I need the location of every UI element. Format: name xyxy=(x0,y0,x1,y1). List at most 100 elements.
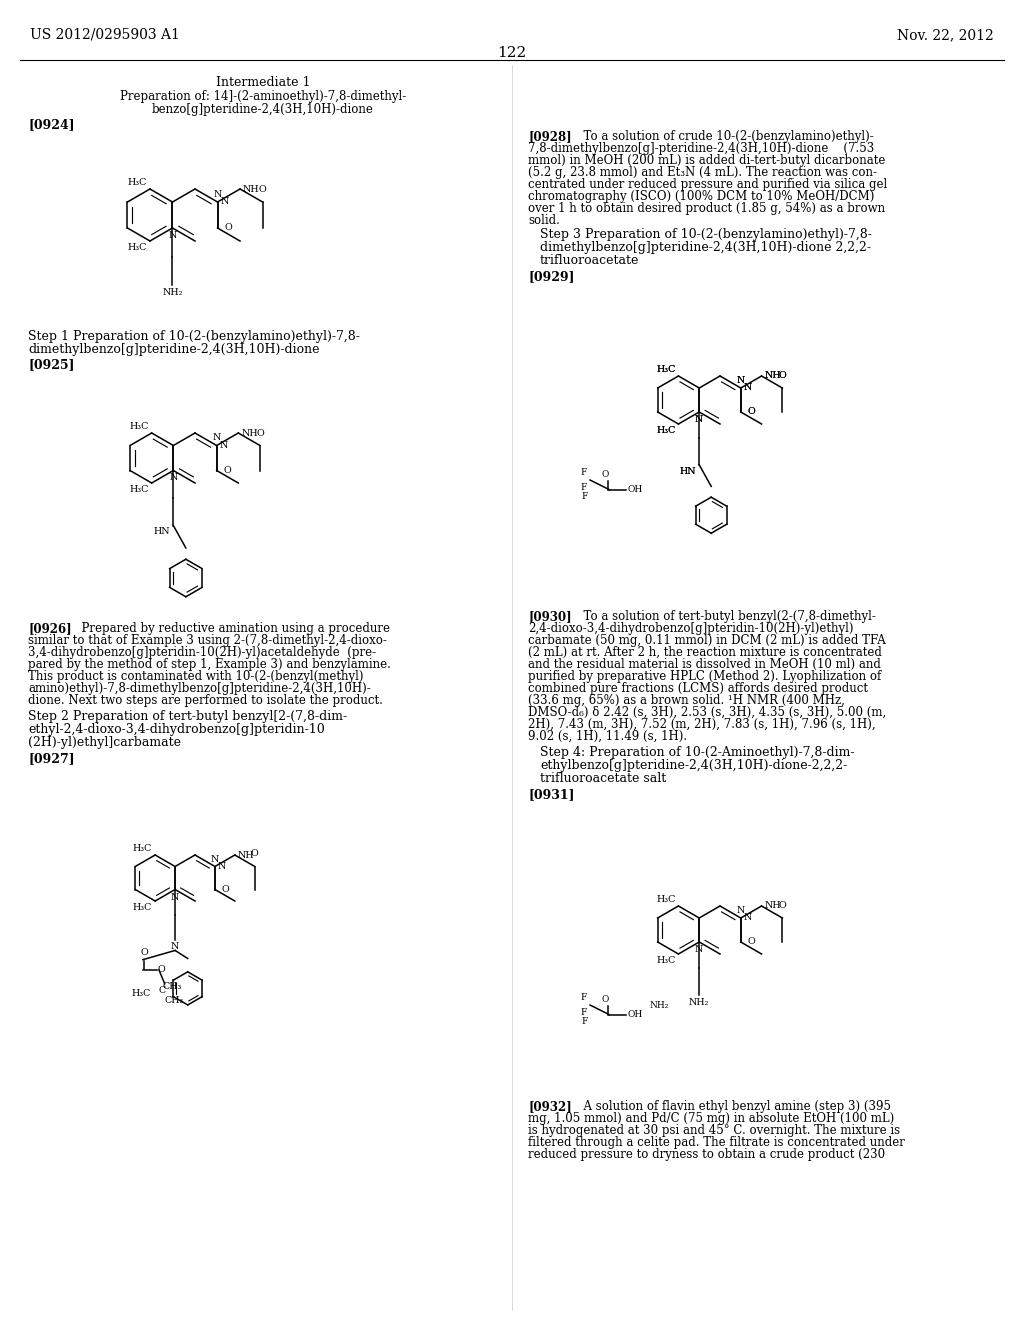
Text: NH: NH xyxy=(238,850,254,859)
Text: N: N xyxy=(220,198,229,206)
Text: [0925]: [0925] xyxy=(28,358,75,371)
Text: N: N xyxy=(743,913,753,923)
Text: DMSO-d₆) δ 2.42 (s, 3H), 2.53 (s, 3H), 4.35 (s, 3H), 5.00 (m,: DMSO-d₆) δ 2.42 (s, 3H), 2.53 (s, 3H), 4… xyxy=(528,706,886,719)
Text: O: O xyxy=(223,466,231,475)
Text: (5.2 g, 23.8 mmol) and Et₃N (4 mL). The reaction was con-: (5.2 g, 23.8 mmol) and Et₃N (4 mL). The … xyxy=(528,166,877,180)
Text: N: N xyxy=(171,942,179,952)
Text: NH: NH xyxy=(765,902,781,911)
Text: N: N xyxy=(695,945,703,954)
Text: N: N xyxy=(218,862,226,871)
Text: O: O xyxy=(158,965,166,974)
Text: N: N xyxy=(736,376,745,385)
Text: H₃C: H₃C xyxy=(128,178,147,187)
Text: Preparation of: 14]-(2-aminoethyl)-7,8-dimethyl-: Preparation of: 14]-(2-aminoethyl)-7,8-d… xyxy=(120,90,407,103)
Text: O: O xyxy=(602,470,609,479)
Text: 122: 122 xyxy=(498,46,526,59)
Text: O: O xyxy=(778,902,786,909)
Text: 2H), 7.43 (m, 3H), 7.52 (m, 2H), 7.83 (s, 1H), 7.96 (s, 1H),: 2H), 7.43 (m, 3H), 7.52 (m, 2H), 7.83 (s… xyxy=(528,718,876,731)
Text: purified by preparative HPLC (Method 2). Lyophilization of: purified by preparative HPLC (Method 2).… xyxy=(528,671,882,682)
Text: F: F xyxy=(581,483,587,492)
Text: NH: NH xyxy=(765,371,781,380)
Text: centrated under reduced pressure and purified via silica gel: centrated under reduced pressure and pur… xyxy=(528,178,887,191)
Text: H₃C: H₃C xyxy=(656,366,676,374)
Text: OH: OH xyxy=(628,1010,643,1019)
Text: trifluoroacetate salt: trifluoroacetate salt xyxy=(540,772,667,785)
Text: (2 mL) at rt. After 2 h, the reaction mixture is concentrated: (2 mL) at rt. After 2 h, the reaction mi… xyxy=(528,645,882,659)
Text: H₃C: H₃C xyxy=(129,484,148,494)
Text: F: F xyxy=(581,1008,587,1016)
Text: [0928]: [0928] xyxy=(528,129,571,143)
Text: filtered through a celite pad. The filtrate is concentrated under: filtered through a celite pad. The filtr… xyxy=(528,1137,905,1148)
Text: Prepared by reductive amination using a procedure: Prepared by reductive amination using a … xyxy=(74,622,390,635)
Text: N: N xyxy=(695,414,703,424)
Text: N: N xyxy=(168,231,177,240)
Text: amino)ethyl)-7,8-dimethylbenzo[g]pteridine-2,4(3H,10H)-: amino)ethyl)-7,8-dimethylbenzo[g]pteridi… xyxy=(28,682,371,696)
Text: (33.6 mg, 65%) as a brown solid. ¹H NMR (400 MHz,: (33.6 mg, 65%) as a brown solid. ¹H NMR … xyxy=(528,694,845,708)
Text: benzo[g]pteridine-2,4(3H,10H)-dione: benzo[g]pteridine-2,4(3H,10H)-dione xyxy=(152,103,374,116)
Text: 3,4-dihydrobenzo[g]pteridin-10(2H)-yl)acetaldehyde  (pre-: 3,4-dihydrobenzo[g]pteridin-10(2H)-yl)ac… xyxy=(28,645,376,659)
Text: H₃C: H₃C xyxy=(656,366,676,374)
Text: H₃C: H₃C xyxy=(656,895,676,904)
Text: Step 4: Preparation of 10-(2-Aminoethyl)-7,8-dim-: Step 4: Preparation of 10-(2-Aminoethyl)… xyxy=(540,746,854,759)
Text: F: F xyxy=(582,492,588,502)
Text: [0930]: [0930] xyxy=(528,610,571,623)
Text: H₃C: H₃C xyxy=(129,422,148,432)
Text: H₃C: H₃C xyxy=(656,956,676,965)
Text: O: O xyxy=(251,850,259,858)
Text: reduced pressure to dryness to obtain a crude product (230: reduced pressure to dryness to obtain a … xyxy=(528,1148,885,1162)
Text: N: N xyxy=(211,854,219,863)
Text: N: N xyxy=(213,190,222,199)
Text: pared by the method of step 1, Example 3) and benzylamine.: pared by the method of step 1, Example 3… xyxy=(28,657,391,671)
Text: NH: NH xyxy=(242,429,258,437)
Text: similar to that of Example 3 using 2-(7,8-dimethyl-2,4-dioxo-: similar to that of Example 3 using 2-(7,… xyxy=(28,634,387,647)
Text: To a solution of tert-butyl benzyl(2-(7,8-dimethyl-: To a solution of tert-butyl benzyl(2-(7,… xyxy=(575,610,876,623)
Text: [0931]: [0931] xyxy=(528,788,574,801)
Text: O: O xyxy=(224,223,232,232)
Text: H₃C: H₃C xyxy=(131,989,151,998)
Text: N: N xyxy=(220,441,228,450)
Text: NH: NH xyxy=(243,185,260,194)
Text: H₃C: H₃C xyxy=(133,903,153,912)
Text: Step 2 Preparation of tert-butyl benzyl[2-(7,8-dim-: Step 2 Preparation of tert-butyl benzyl[… xyxy=(28,710,347,723)
Text: Step 1 Preparation of 10-(2-(benzylamino)ethyl)-7,8-: Step 1 Preparation of 10-(2-(benzylamino… xyxy=(28,330,359,343)
Text: dimethylbenzo[g]pteridine-2,4(3H,10H)-dione: dimethylbenzo[g]pteridine-2,4(3H,10H)-di… xyxy=(28,343,319,356)
Text: H₃C: H₃C xyxy=(133,843,153,853)
Text: O: O xyxy=(778,371,786,380)
Text: N: N xyxy=(171,892,179,902)
Text: O: O xyxy=(748,937,756,946)
Text: O: O xyxy=(748,408,756,417)
Text: and the residual material is dissolved in MeOH (10 ml) and: and the residual material is dissolved i… xyxy=(528,657,881,671)
Text: O: O xyxy=(140,948,147,957)
Text: O: O xyxy=(222,884,229,894)
Text: CH₃: CH₃ xyxy=(163,982,182,991)
Text: [0926]: [0926] xyxy=(28,622,72,635)
Text: HN: HN xyxy=(154,528,170,536)
Text: To a solution of crude 10-(2-(benzylamino)ethyl)-: To a solution of crude 10-(2-(benzylamin… xyxy=(575,129,873,143)
Text: O: O xyxy=(259,185,266,194)
Text: N: N xyxy=(212,433,221,442)
Text: N: N xyxy=(695,414,703,424)
Text: O: O xyxy=(256,429,264,437)
Text: C: C xyxy=(159,986,166,995)
Text: O: O xyxy=(748,408,756,417)
Text: combined pure fractions (LCMS) affords desired product: combined pure fractions (LCMS) affords d… xyxy=(528,682,868,696)
Text: [0927]: [0927] xyxy=(28,752,75,766)
Text: Intermediate 1: Intermediate 1 xyxy=(216,77,310,88)
Text: O: O xyxy=(602,995,609,1003)
Text: (2H)-yl)ethyl]carbamate: (2H)-yl)ethyl]carbamate xyxy=(28,737,181,748)
Text: ethylbenzo[g]pteridine-2,4(3H,10H)-dione-2,2,2-: ethylbenzo[g]pteridine-2,4(3H,10H)-dione… xyxy=(540,759,847,772)
Text: NH₂: NH₂ xyxy=(162,288,182,297)
Text: Step 3 Preparation of 10-(2-(benzylamino)ethyl)-7,8-: Step 3 Preparation of 10-(2-(benzylamino… xyxy=(540,228,871,242)
Text: carbamate (50 mg, 0.11 mmol) in DCM (2 mL) is added TFA: carbamate (50 mg, 0.11 mmol) in DCM (2 m… xyxy=(528,634,886,647)
Text: mg, 1.05 mmol) and Pd/C (75 mg) in absolute EtOH (100 mL): mg, 1.05 mmol) and Pd/C (75 mg) in absol… xyxy=(528,1111,894,1125)
Text: N: N xyxy=(736,906,745,915)
Text: dimethylbenzo[g]pteridine-2,4(3H,10H)-dione 2,2,2-: dimethylbenzo[g]pteridine-2,4(3H,10H)-di… xyxy=(540,242,871,253)
Text: trifluoroacetate: trifluoroacetate xyxy=(540,253,639,267)
Text: A solution of flavin ethyl benzyl amine (step 3) (395: A solution of flavin ethyl benzyl amine … xyxy=(575,1100,891,1113)
Text: is hydrogenated at 30 psi and 45° C. overnight. The mixture is: is hydrogenated at 30 psi and 45° C. ove… xyxy=(528,1125,900,1137)
Text: 2,4-dioxo-3,4-dihydrobenzo[g]pteridin-10(2H)-yl)ethyl): 2,4-dioxo-3,4-dihydrobenzo[g]pteridin-10… xyxy=(528,622,853,635)
Text: N: N xyxy=(743,384,753,392)
Text: ethyl-2,4-dioxo-3,4-dihydrobenzo[g]pteridin-10: ethyl-2,4-dioxo-3,4-dihydrobenzo[g]pteri… xyxy=(28,723,325,737)
Text: HN: HN xyxy=(680,467,696,475)
Text: chromatography (ISCO) (100% DCM to 10% MeOH/DCM): chromatography (ISCO) (100% DCM to 10% M… xyxy=(528,190,874,203)
